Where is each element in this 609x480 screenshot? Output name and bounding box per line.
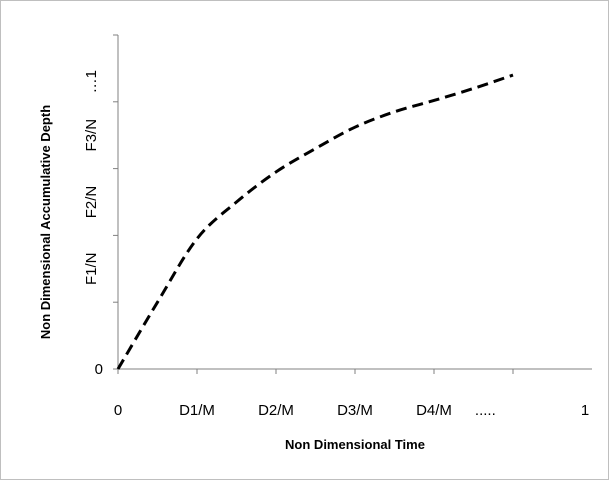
y-tick-label: F1/N (83, 253, 100, 286)
y-tick-label: 0 (95, 361, 103, 378)
y-tick-label: F3/N (83, 119, 100, 152)
x-tick-label: D4/M (416, 402, 452, 419)
y-tick-label: F2/N (83, 186, 100, 219)
x-tick-label: 0 (114, 402, 122, 419)
x-tick-label: 1 (581, 402, 589, 419)
y-axis-title: Non Dimensional Accumulative Depth (38, 105, 53, 339)
x-axis-title: Non Dimensional Time (285, 437, 425, 452)
tick-labels: 0 D1/M D2/M D3/M D4/M..... 1 0 F1/N F2/N F3/N …1 (83, 70, 589, 419)
y-tick-label: …1 (83, 70, 100, 93)
x-tick-label: D3/M (337, 402, 373, 419)
x-tick-label: ..... (475, 402, 496, 419)
series-line-0 (116, 73, 514, 370)
x-tick-label: D2/M (258, 402, 294, 419)
x-tick-label: D1/M (179, 402, 215, 419)
series (116, 73, 514, 370)
axes (117, 35, 592, 370)
ticks (113, 34, 514, 374)
